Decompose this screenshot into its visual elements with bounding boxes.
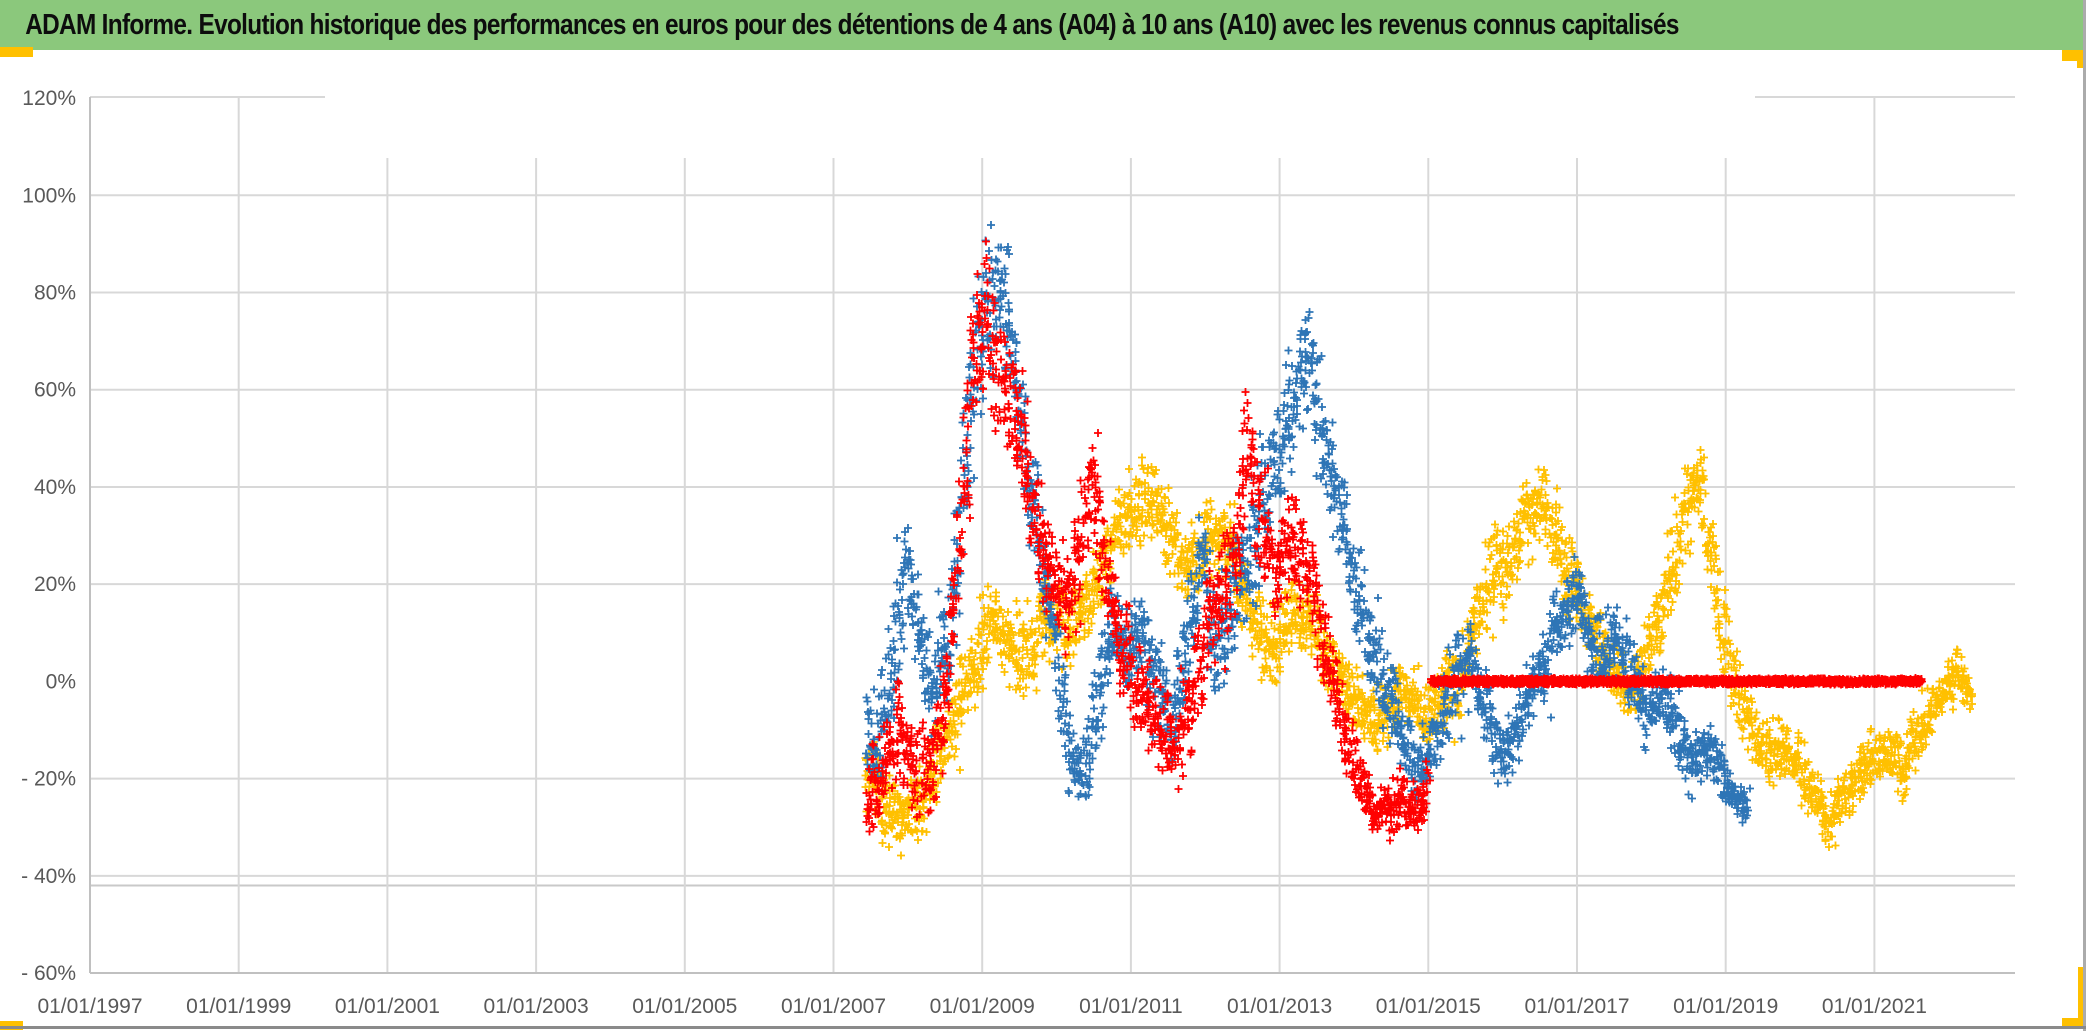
- corner-mark-bottom-left-icon: [0, 1021, 23, 1030]
- axes: [89, 97, 2015, 974]
- x-axis-tick-label: 01/01/2001: [335, 995, 440, 1018]
- x-axis-tick-label: 01/01/2011: [1079, 995, 1183, 1018]
- x-axis-tick-label: 01/01/2017: [1524, 995, 1629, 1018]
- corner-mark-bottom-right-icon: [2062, 1018, 2086, 1026]
- y-axis-tick-label: 80%: [34, 282, 76, 305]
- y-axis-tick-label: 120%: [22, 87, 76, 110]
- x-axis-tick-label: 01/01/2005: [632, 995, 737, 1018]
- y-axis-tick-label: 40%: [34, 476, 76, 499]
- x-axis-tick-label: 01/01/2019: [1673, 995, 1778, 1018]
- corner-mark-top-right-icon: [2077, 50, 2086, 68]
- y-axis-tick-label: - 60%: [21, 962, 76, 985]
- x-axis-tick-label: 01/01/2015: [1376, 995, 1481, 1018]
- x-axis-tick-label: 01/01/1999: [186, 995, 291, 1018]
- y-axis-tick-label: - 20%: [21, 768, 76, 791]
- series-red: [862, 237, 1926, 845]
- corner-mark-top-right-icon: [2062, 50, 2086, 61]
- x-axis-tick-label: 01/01/2013: [1227, 995, 1332, 1018]
- title-bar: ADAM Informe. Evolution historique des p…: [0, 0, 2086, 50]
- y-axis-tick-label: 100%: [22, 184, 76, 207]
- y-axis-tick-label: - 40%: [21, 865, 76, 888]
- x-axis-tick-label: 01/01/2009: [930, 995, 1035, 1018]
- x-axis-tick-label: 01/01/1997: [37, 995, 142, 1018]
- x-axis-labels: 01/01/1997 01/01/1999 01/01/2001 01/01/2003…: [37, 995, 1927, 1018]
- x-axis-tick-label: 01/01/2007: [781, 995, 886, 1018]
- corner-mark-bottom-right-icon: [2078, 967, 2086, 1026]
- x-axis-tick-label: 01/01/2003: [484, 995, 589, 1018]
- corner-mark-top-left-icon: [0, 47, 33, 57]
- y-axis-tick-label: 60%: [34, 379, 76, 402]
- y-axis-tick-label: 20%: [34, 573, 76, 596]
- window-bottom-edge: [0, 1026, 2086, 1029]
- x-axis-tick-label: 01/01/2021: [1822, 995, 1927, 1018]
- y-axis-tick-label: 0%: [46, 670, 76, 693]
- window-right-edge: [2083, 0, 2086, 1031]
- chart-title: ADAM Informe. Evolution historique des p…: [25, 8, 1679, 41]
- y-axis-labels: 120% 100% 80% 60% 40% 20% 0% - 20% - 40% - 60%: [21, 87, 76, 985]
